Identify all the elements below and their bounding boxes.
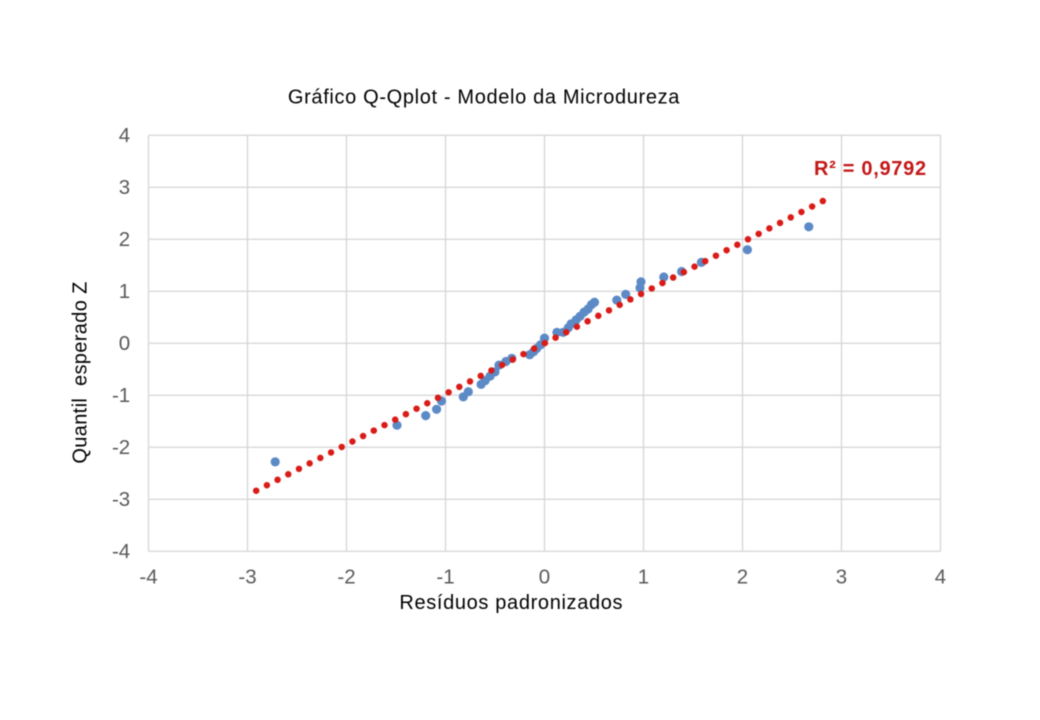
svg-text:-1: -1 [436,565,454,588]
svg-text:Resíduos padronizados: Resíduos padronizados [399,592,623,614]
svg-text:0: 0 [539,565,550,588]
svg-text:-3: -3 [112,488,130,511]
svg-text:-3: -3 [238,565,256,588]
svg-text:0: 0 [119,332,130,355]
svg-text:-2: -2 [337,565,355,588]
svg-text:4: 4 [935,565,946,588]
svg-text:-4: -4 [139,565,157,588]
svg-text:4: 4 [119,124,130,147]
svg-text:Gráfico Q-Qplot - Modelo da Mi: Gráfico Q-Qplot - Modelo da Microdureza [288,86,680,108]
svg-text:3: 3 [119,176,130,199]
svg-text:2: 2 [119,228,130,251]
svg-text:2: 2 [737,565,748,588]
svg-text:R² = 0,9792: R² = 0,9792 [814,158,927,180]
svg-text:1: 1 [638,565,649,588]
svg-text:-2: -2 [112,436,130,459]
svg-text:-4: -4 [112,540,130,563]
svg-text:1: 1 [119,280,130,303]
svg-text:Quantil esperado Z: Quantil esperado Z [69,281,91,463]
svg-text:-1: -1 [112,384,130,407]
svg-text:3: 3 [836,565,847,588]
